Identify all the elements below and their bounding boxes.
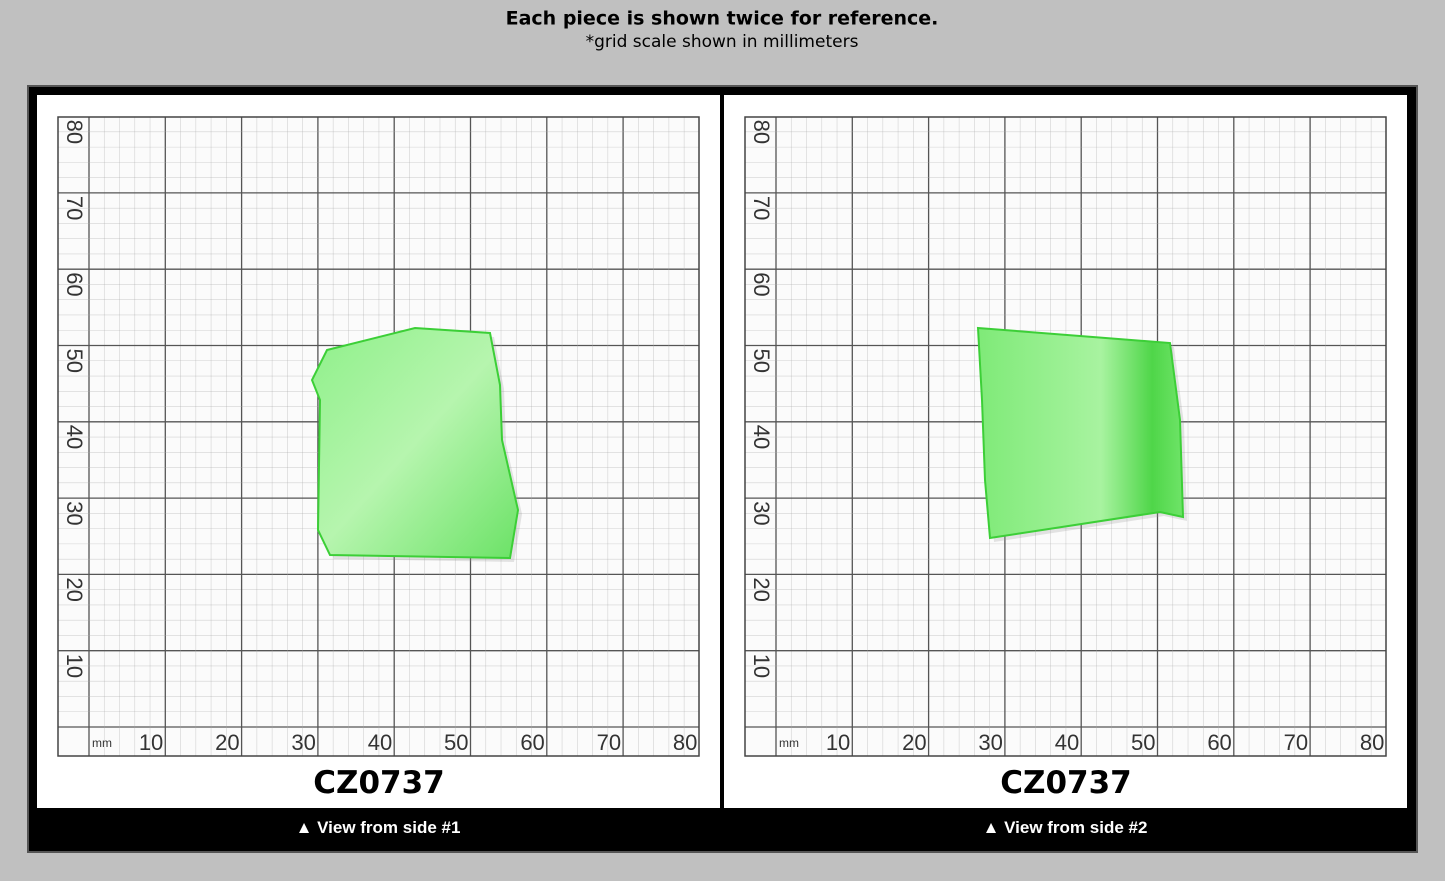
grid-border <box>744 116 1387 757</box>
x-scale-label: 40 <box>368 730 392 755</box>
y-scale-label: 50 <box>749 349 774 373</box>
x-scale-label: 60 <box>520 730 544 755</box>
x-scale-label: 20 <box>902 730 926 755</box>
panel: mm 10 20 30 40 50 60 70 80 10 20 30 40 50 60 70 80 CZ0737… <box>724 95 1407 837</box>
header-title: Each piece is shown twice for reference. <box>506 8 939 30</box>
unit-label: mm <box>92 736 112 750</box>
y-scale-label: 70 <box>749 196 774 220</box>
gem <box>310 326 520 560</box>
y-scale-label: 10 <box>62 654 87 678</box>
x-scale-label: 30 <box>291 730 315 755</box>
x-scale-label: 50 <box>444 730 468 755</box>
view-caption: ▲ View from side #2 <box>983 818 1148 837</box>
view-caption: ▲ View from side #1 <box>296 818 461 837</box>
unit-label: mm <box>779 736 799 750</box>
x-scale-label: 10 <box>826 730 850 755</box>
y-scale-label: 80 <box>749 120 774 144</box>
y-scale-label: 60 <box>749 272 774 296</box>
x-scale-label: 70 <box>1284 730 1308 755</box>
gem <box>976 326 1185 540</box>
y-scale-label: 30 <box>62 501 87 525</box>
x-scale-label: 70 <box>597 730 621 755</box>
x-scale-label: 20 <box>215 730 239 755</box>
y-scale-label: 60 <box>62 272 87 296</box>
x-scale-label: 80 <box>673 730 697 755</box>
x-scale-label: 10 <box>139 730 163 755</box>
product-code: CZ0737 <box>313 765 445 801</box>
y-scale-label: 10 <box>749 654 774 678</box>
x-scale-label: 60 <box>1207 730 1231 755</box>
y-scale-label: 50 <box>62 349 87 373</box>
x-scale-label: 50 <box>1131 730 1155 755</box>
y-scale-label: 40 <box>749 425 774 449</box>
y-scale-label: 40 <box>62 425 87 449</box>
x-scale-label: 40 <box>1055 730 1079 755</box>
x-scale-label: 30 <box>978 730 1002 755</box>
y-scale-label: 80 <box>62 120 87 144</box>
x-scale-label: 80 <box>1360 730 1384 755</box>
header-subtitle: *grid scale shown in millimeters <box>586 32 859 52</box>
y-scale-label: 20 <box>62 577 87 601</box>
y-scale-label: 70 <box>62 196 87 220</box>
grid-border <box>57 116 700 757</box>
product-code: CZ0737 <box>1000 765 1132 801</box>
y-scale-label: 30 <box>749 501 774 525</box>
y-scale-label: 20 <box>749 577 774 601</box>
panel: mm 10 20 30 40 50 60 70 80 10 20 30 40 50 60 70 80 CZ0737… <box>37 95 720 837</box>
